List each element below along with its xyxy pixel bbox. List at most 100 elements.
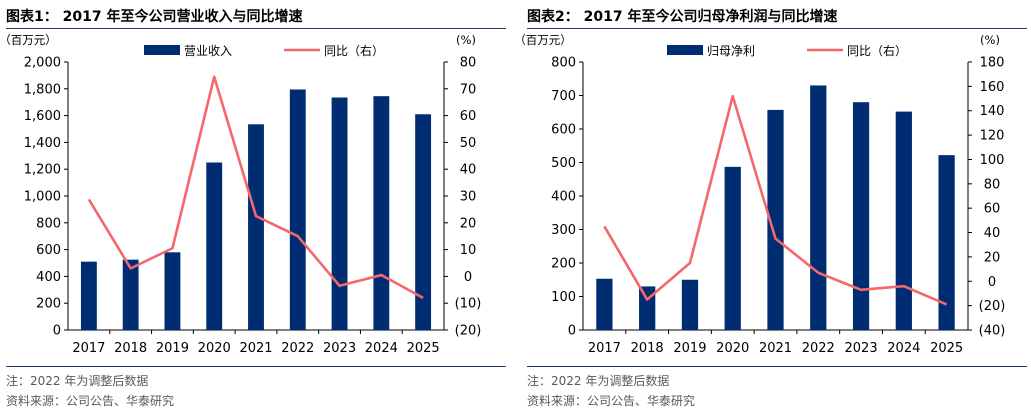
- left-axis-tick-label: 100: [551, 290, 576, 305]
- chart-title: 图表2： 2017 年至今公司归母净利润与同比增速: [527, 9, 838, 25]
- bar-2025: [938, 155, 955, 330]
- bar-2019: [681, 279, 699, 330]
- legend-bar-label: 营业收入: [184, 44, 232, 58]
- bar-2019: [164, 252, 181, 330]
- bar-2022: [289, 89, 306, 330]
- chart-note: 注：2022 年为调整后数据: [6, 374, 149, 388]
- right-axis-tick-label: 120: [980, 129, 1005, 144]
- left-axis-tick-label: 500: [551, 156, 576, 171]
- x-axis-tick-label: 2024: [887, 341, 920, 356]
- right-axis-tick-label: (10): [455, 297, 482, 312]
- bar-2024: [373, 96, 390, 330]
- title-rule: [527, 28, 1027, 29]
- x-axis-tick-label: 2021: [239, 341, 272, 356]
- right-axis-tick-label: (40): [979, 324, 1006, 339]
- legend-bar-swatch: [144, 45, 180, 55]
- x-axis-tick-label: 2019: [673, 341, 706, 356]
- revenue-chart: （百万元） (%)02004006008001,0001,2001,4001,60…: [0, 33, 482, 356]
- x-axis-tick-label: 2021: [759, 341, 792, 356]
- left-axis-tick-label: 800: [551, 56, 576, 71]
- right-axis-tick-label: 50: [460, 136, 477, 151]
- right-axis-tick-label: 10: [460, 243, 477, 258]
- right-axis-tick-label: 100: [980, 153, 1005, 168]
- x-axis-tick-label: 2017: [588, 341, 621, 356]
- left-axis-tick-label: 400: [36, 270, 61, 285]
- x-axis-tick-label: 2024: [365, 341, 398, 356]
- left-axis-tick-label: 0: [53, 324, 61, 339]
- right-axis-tick-label: 40: [460, 163, 477, 178]
- legend-line-label: 同比（右）: [847, 43, 907, 58]
- bar-2023: [331, 97, 348, 330]
- right-axis-tick-label: 160: [980, 80, 1005, 95]
- left-axis-tick-label: 600: [36, 243, 61, 258]
- x-axis-tick-label: 2020: [198, 341, 231, 356]
- title-rule: [6, 28, 506, 29]
- x-axis-tick-label: 2020: [716, 341, 749, 356]
- chart-source: 资料来源：公司公告、华泰研究: [527, 394, 696, 408]
- x-axis-tick-label: 2018: [114, 341, 147, 356]
- left-axis-tick-label: 0: [568, 324, 576, 339]
- bar-2020: [724, 166, 741, 330]
- bar-2021: [248, 124, 264, 330]
- footer-rule: [6, 366, 506, 367]
- right-axis-tick-label: 70: [460, 82, 477, 97]
- left-axis-tick-label: 1,000: [24, 190, 61, 205]
- left-axis-tick-label: 2,000: [24, 56, 61, 71]
- bar-2022: [810, 85, 827, 330]
- left-axis-tick-label: 200: [551, 257, 576, 272]
- right-axis-tick-label: (20): [979, 299, 1006, 314]
- chart-source: 资料来源：公司公告、华泰研究: [6, 394, 175, 408]
- bar-2020: [206, 162, 223, 330]
- left-axis-tick-label: 700: [551, 89, 576, 104]
- right-axis-tick-label: 0: [988, 275, 996, 290]
- x-axis-tick-label: 2025: [930, 341, 963, 356]
- left-axis-tick-label: 300: [551, 223, 576, 238]
- left-axis-tick-label: 800: [36, 216, 61, 231]
- chart-title: 图表1： 2017 年至今公司营业收入与同比增速: [6, 9, 303, 25]
- legend-line-label: 同比（右）: [324, 43, 384, 58]
- left-axis-unit: （百万元）: [514, 33, 572, 47]
- bar-2025: [415, 114, 432, 330]
- right-axis-tick-label: 80: [984, 177, 1001, 192]
- left-axis-tick-label: 1,200: [24, 163, 61, 178]
- chart-panel-revenue: 图表1： 2017 年至今公司营业收入与同比增速 （百万元） (%) 0 200 400…: [0, 0, 512, 412]
- left-axis-tick-label: 1,600: [24, 109, 61, 124]
- left-axis-tick-label: 400: [551, 190, 576, 205]
- legend-bar-label: 归母净利: [707, 44, 755, 58]
- bar-2018: [122, 259, 139, 330]
- x-axis-tick-label: 2022: [802, 341, 835, 356]
- footer-rule: [527, 366, 1027, 367]
- right-axis-tick-label: 80: [460, 56, 477, 71]
- x-axis-tick-label: 2018: [631, 341, 664, 356]
- left-axis-unit: （百万元）: [0, 33, 57, 47]
- right-axis-tick-label: 60: [460, 109, 477, 124]
- right-axis-tick-label: 140: [980, 104, 1005, 119]
- right-axis-tick-label: 60: [984, 202, 1001, 217]
- bar-2024: [895, 111, 912, 330]
- bar-2017: [596, 278, 613, 330]
- right-axis-unit: (%): [980, 33, 1000, 47]
- chart-note: 注：2022 年为调整后数据: [527, 374, 670, 388]
- x-axis-tick-label: 2023: [323, 341, 356, 356]
- right-axis-tick-label: 0: [464, 270, 472, 285]
- right-axis-tick-label: 20: [460, 216, 477, 231]
- legend-bar-swatch: [667, 45, 703, 55]
- right-axis-tick-label: 180: [980, 56, 1005, 71]
- bar-2023: [852, 102, 870, 330]
- x-axis-tick-label: 2025: [407, 341, 440, 356]
- right-axis-tick-label: 30: [460, 190, 477, 205]
- left-axis-tick-label: 200: [36, 297, 61, 312]
- bar-2021: [767, 109, 784, 330]
- x-axis-tick-label: 2022: [281, 341, 314, 356]
- x-axis-tick-label: 2017: [72, 341, 105, 356]
- right-axis-tick-label: 40: [984, 226, 1001, 241]
- left-axis-tick-label: 600: [551, 123, 576, 138]
- right-axis-tick-label: (20): [455, 324, 482, 339]
- left-axis-tick-label: 1,800: [24, 82, 61, 97]
- left-axis-tick-label: 1,400: [24, 136, 61, 151]
- net-profit-chart: （百万元） (%)0100200300400500600700800(40)(20…: [514, 33, 1006, 356]
- chart-panel-net-profit: 图表2： 2017 年至今公司归母净利润与同比增速 （百万元） (%) 0 100 20…: [514, 0, 1031, 412]
- right-axis-unit: (%): [456, 33, 476, 47]
- x-axis-tick-label: 2019: [156, 341, 189, 356]
- right-axis-tick-label: 20: [984, 250, 1001, 265]
